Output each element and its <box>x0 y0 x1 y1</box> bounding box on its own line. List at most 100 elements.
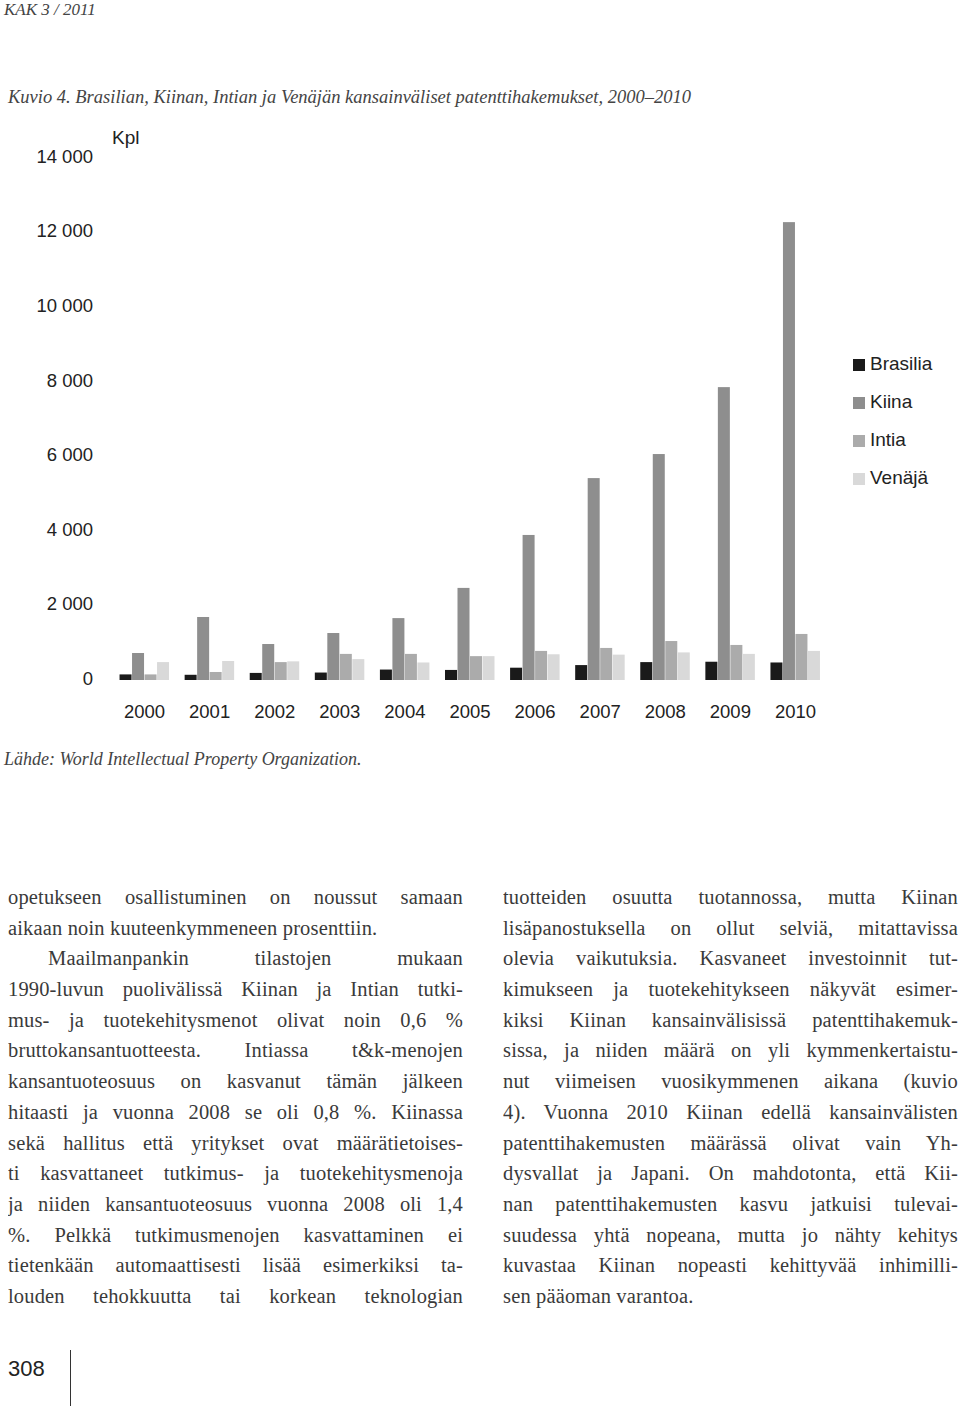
text-column: opetukseen osallistuminen on noussut sam… <box>8 882 463 1312</box>
text-line: hitaasti ja vuonna 2008 se oli 0,8 %. Ki… <box>8 1097 463 1128</box>
bar <box>600 648 612 680</box>
bar <box>275 662 287 680</box>
x-tick-label: 2002 <box>254 701 295 722</box>
bar <box>352 659 364 680</box>
bar <box>678 652 690 680</box>
text-line: dysvallat ja Japani. On mahdotonta, että… <box>503 1158 958 1189</box>
text-line: ti kasvattaneet tutkimus- ja tuotekehity… <box>8 1158 463 1189</box>
y-tick-label: 0 <box>83 668 93 689</box>
text-line: tietenkään automaattisesti lisää esimerk… <box>8 1250 463 1281</box>
page: {"header": {"text": "KAK 3 / 2011"}, "ch… <box>0 0 960 1408</box>
bar <box>185 675 197 680</box>
text-line: kansantuoteosuus on kasvanut tämän jälke… <box>8 1066 463 1097</box>
y-tick-label: 2 000 <box>47 593 93 614</box>
bar <box>653 454 665 680</box>
x-tick-label: 2001 <box>189 701 230 722</box>
page-number: 308 <box>8 1356 45 1382</box>
bar <box>417 662 429 680</box>
bar <box>315 673 327 680</box>
legend-label: Intia <box>870 429 906 450</box>
x-tick-label: 2008 <box>645 701 686 722</box>
text-line: mus- ja tuotekehitysmenot olivat noin 0,… <box>8 1005 463 1036</box>
bar <box>705 662 717 680</box>
bar <box>718 387 730 680</box>
bar <box>613 655 625 680</box>
text-line: nut viimeisen vuosikymmenen aikana (kuvi… <box>503 1066 958 1097</box>
bar <box>535 651 547 680</box>
text-line: olevia vaikutuksia. Kasvaneet investoinn… <box>503 943 958 974</box>
bar <box>640 662 652 680</box>
bar <box>340 654 352 680</box>
legend-label: Venäjä <box>870 467 929 488</box>
bar <box>380 670 392 680</box>
figure: KAK 3 / 2011 Kuvio 4. Brasilian, Kiinan, … <box>0 0 960 800</box>
bar <box>795 634 807 680</box>
bar <box>222 661 234 680</box>
text-line: kimukseen ja tuotekehitykseen näkyvät es… <box>503 974 958 1005</box>
bar <box>510 668 522 680</box>
bar <box>120 674 132 680</box>
text-line: nan patenttihakemusten kasvu jatkuisi tu… <box>503 1189 958 1220</box>
text-line: lisäpanostuksella on ollut selviä, mitat… <box>503 913 958 944</box>
figure-caption: Kuvio 4. Brasilian, Kiinan, Intian ja Ve… <box>7 87 692 107</box>
legend-swatch <box>853 397 865 409</box>
bar <box>262 644 274 680</box>
bar <box>470 656 482 680</box>
x-tick-label: 2003 <box>319 701 360 722</box>
text-line: %. Pelkkä tutkimusmenojen kasvattaminen … <box>8 1220 463 1251</box>
y-tick <box>108 530 112 531</box>
y-tick <box>108 158 112 159</box>
bar <box>392 618 404 680</box>
bar <box>575 665 587 680</box>
y-tick-label: 12 000 <box>36 220 93 241</box>
bar <box>743 654 755 680</box>
footer-rule <box>70 1350 71 1406</box>
bar <box>483 656 495 680</box>
x-tick-label: 2004 <box>384 701 425 722</box>
bar <box>588 478 600 680</box>
bar <box>523 535 535 680</box>
bar <box>210 672 222 680</box>
text-line: sissa, ja niiden määrä on yli kymmenkert… <box>503 1035 958 1066</box>
legend-swatch <box>853 359 865 371</box>
figure-source: Lähde: World Intellectual Property Organ… <box>3 749 361 769</box>
running-header: KAK 3 / 2011 <box>3 0 96 19</box>
bar <box>445 670 457 680</box>
bar <box>197 617 209 680</box>
bar <box>548 654 560 680</box>
legend-label: Brasilia <box>870 353 933 374</box>
text-line: kuvastaa Kiinan nopeasti kehittyvää inhi… <box>503 1250 958 1281</box>
y-tick-label: 14 000 <box>36 146 93 167</box>
text-line: louden tehokkuutta tai korkean teknologi… <box>8 1281 463 1312</box>
x-tick-label: 2007 <box>580 701 621 722</box>
text-line: patenttihakemusten määrässä olivat vain … <box>503 1128 958 1159</box>
text-line: ja niiden kansantuoteosuus vuonna 2008 o… <box>8 1189 463 1220</box>
text-column: tuotteiden osuutta tuotannossa, mutta Ki… <box>503 882 958 1312</box>
text-line: bruttokansantuotteesta. Intiassa t&k-men… <box>8 1035 463 1066</box>
legend-swatch <box>853 435 865 447</box>
bar <box>730 645 742 680</box>
bar <box>665 641 677 680</box>
text-line: sekä hallitus että yritykset ovat määrät… <box>8 1128 463 1159</box>
y-tick-label: 6 000 <box>47 444 93 465</box>
y-tick <box>108 232 112 233</box>
bar <box>808 651 820 680</box>
x-tick-label: 2006 <box>515 701 556 722</box>
text-line: suudessa yhtä nopeana, mutta jo nähty ke… <box>503 1220 958 1251</box>
x-tick-label: 2000 <box>124 701 165 722</box>
text-line: Maailmanpankin tilastojen mukaan <box>8 943 463 974</box>
y-tick-label: 10 000 <box>36 295 93 316</box>
y-tick <box>108 605 112 606</box>
legend-swatch <box>853 473 865 485</box>
y-tick-label: 4 000 <box>47 519 93 540</box>
bar <box>783 222 795 680</box>
y-axis-unit: Kpl <box>112 127 139 148</box>
y-tick <box>108 680 112 681</box>
y-tick <box>108 307 112 308</box>
text-line: aikaan noin kuuteenkymmeneen prosenttiin… <box>8 913 463 944</box>
y-tick-label: 8 000 <box>47 370 93 391</box>
text-line: kiksi Kiinan kansainvälisissä patenttiha… <box>503 1005 958 1036</box>
bar <box>157 662 169 680</box>
x-tick-label: 2005 <box>449 701 490 722</box>
bar <box>145 674 157 680</box>
